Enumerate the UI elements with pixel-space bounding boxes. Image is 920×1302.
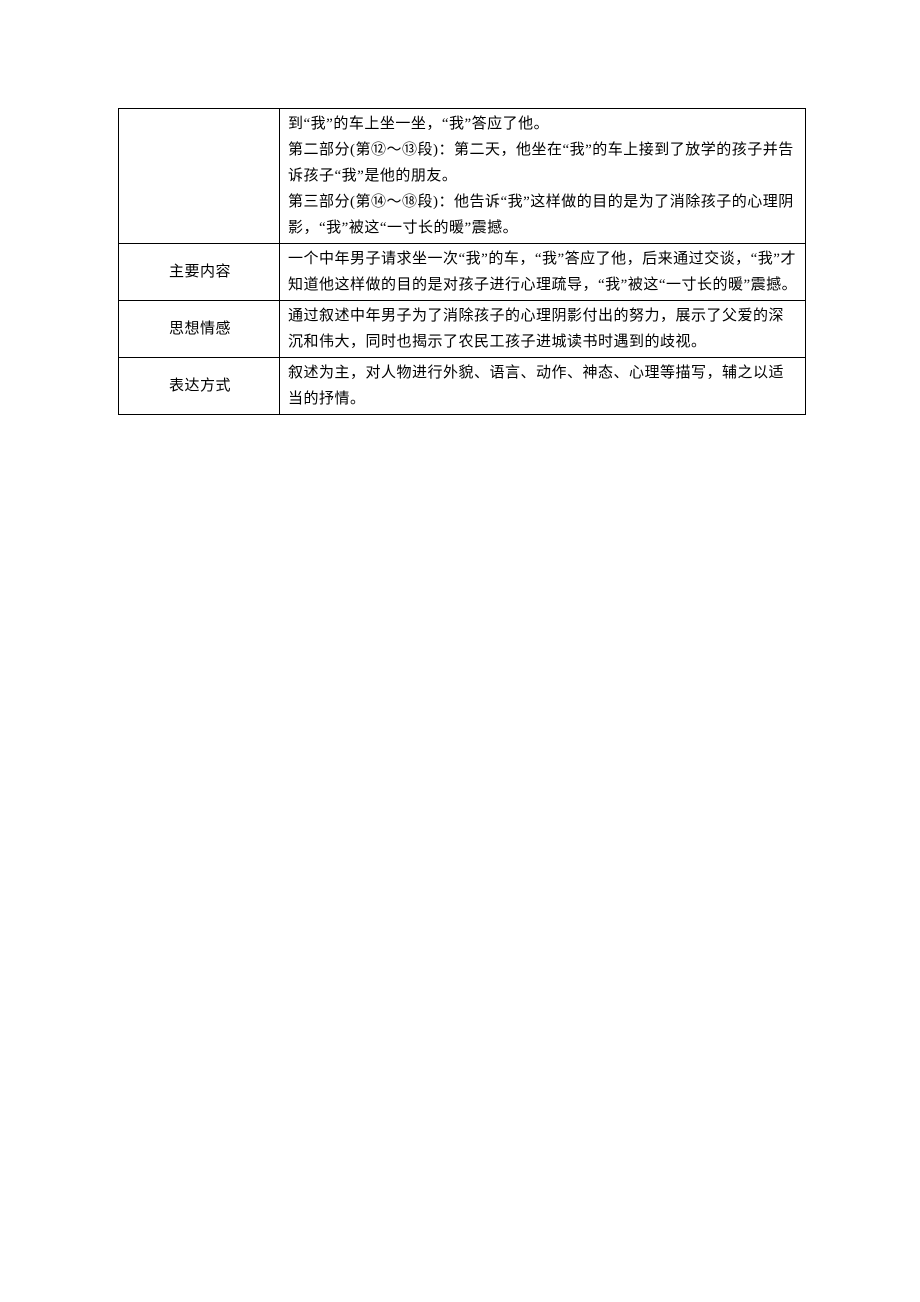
table-row: 主要内容 一个中年男子请求坐一次“我”的车，“我”答应了他，后来通过交谈，“我”… bbox=[119, 244, 806, 301]
row-content: 到“我”的车上坐一坐，“我”答应了他。 第二部分(第⑫～⑬段)：第二天，他坐在“… bbox=[280, 109, 806, 244]
table-row: 到“我”的车上坐一坐，“我”答应了他。 第二部分(第⑫～⑬段)：第二天，他坐在“… bbox=[119, 109, 806, 244]
row-content: 一个中年男子请求坐一次“我”的车，“我”答应了他，后来通过交谈，“我”才知道他这… bbox=[280, 244, 806, 301]
row-label bbox=[119, 109, 280, 244]
row-label: 思想情感 bbox=[119, 301, 280, 358]
row-label: 主要内容 bbox=[119, 244, 280, 301]
paragraph: 到“我”的车上坐一坐，“我”答应了他。 bbox=[288, 111, 799, 137]
paragraph: 第三部分(第⑭～⑱段)：他告诉“我”这样做的目的是为了消除孩子的心理阴影，“我”… bbox=[288, 189, 799, 241]
label-text: 表达方式 bbox=[169, 378, 231, 394]
row-content: 通过叙述中年男子为了消除孩子的心理阴影付出的努力，展示了父爱的深沉和伟大，同时也… bbox=[280, 301, 806, 358]
paragraph: 一个中年男子请求坐一次“我”的车，“我”答应了他，后来通过交谈，“我”才知道他这… bbox=[288, 246, 799, 298]
analysis-table: 到“我”的车上坐一坐，“我”答应了他。 第二部分(第⑫～⑬段)：第二天，他坐在“… bbox=[118, 108, 806, 415]
paragraph: 通过叙述中年男子为了消除孩子的心理阴影付出的努力，展示了父爱的深沉和伟大，同时也… bbox=[288, 303, 799, 355]
label-text: 思想情感 bbox=[169, 321, 231, 337]
table-row: 表达方式 叙述为主，对人物进行外貌、语言、动作、神态、心理等描写，辅之以适当的抒… bbox=[119, 358, 806, 415]
row-label: 表达方式 bbox=[119, 358, 280, 415]
table-row: 思想情感 通过叙述中年男子为了消除孩子的心理阴影付出的努力，展示了父爱的深沉和伟… bbox=[119, 301, 806, 358]
paragraph: 第二部分(第⑫～⑬段)：第二天，他坐在“我”的车上接到了放学的孩子并告诉孩子“我… bbox=[288, 137, 799, 189]
row-content: 叙述为主，对人物进行外貌、语言、动作、神态、心理等描写，辅之以适当的抒情。 bbox=[280, 358, 806, 415]
document-page: 到“我”的车上坐一坐，“我”答应了他。 第二部分(第⑫～⑬段)：第二天，他坐在“… bbox=[0, 0, 920, 1302]
paragraph: 叙述为主，对人物进行外貌、语言、动作、神态、心理等描写，辅之以适当的抒情。 bbox=[288, 360, 799, 412]
label-text: 主要内容 bbox=[169, 264, 231, 280]
